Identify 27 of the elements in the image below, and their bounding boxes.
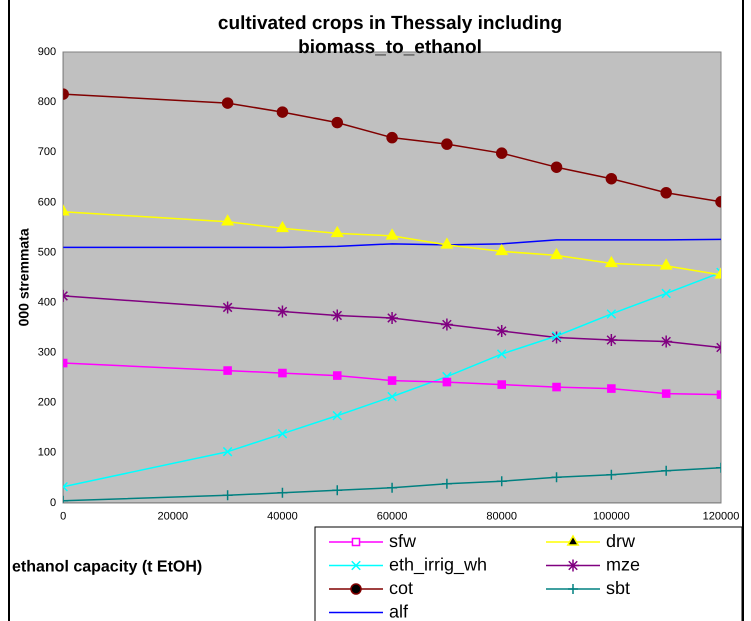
y-tick-label: 800	[38, 96, 56, 108]
y-tick-label: 0	[50, 496, 56, 509]
x-tick-label: 60000	[376, 510, 408, 522]
y-tick-label: 300	[38, 346, 56, 359]
y-tick-label: 400	[38, 296, 56, 308]
x-tick-label: 20000	[157, 510, 188, 522]
x-tick-label: 40000	[267, 510, 298, 522]
x-axis-title: ethanol capacity (t EtOH)	[12, 558, 202, 576]
y-tick-label: 700	[38, 146, 56, 158]
legend-label: alf	[389, 601, 410, 621]
x-tick-label: 120000	[702, 510, 740, 522]
legend-label: cot	[389, 578, 414, 598]
x-tick-label: 0	[60, 510, 66, 522]
y-axis-title: 000 stremmata	[15, 228, 32, 326]
y-tick-label: 200	[38, 396, 56, 409]
y-tick-label: 600	[38, 196, 56, 208]
legend-label: sbt	[606, 578, 630, 598]
legend-label: eth_irrig_wh	[389, 554, 488, 574]
y-tick-label: 100	[38, 446, 56, 459]
chart-title: cultivated crops in Thessaly including biomass_to_ethanol	[216, 12, 564, 60]
x-tick-label: 80000	[486, 510, 518, 522]
legend-label: sfw	[389, 530, 417, 551]
legend-label: mze	[606, 554, 640, 574]
y-tick-label: 900	[38, 46, 56, 58]
x-tick-label: 100000	[593, 510, 630, 522]
legend-label: drw	[606, 530, 636, 551]
y-tick-label: 500	[38, 246, 56, 258]
